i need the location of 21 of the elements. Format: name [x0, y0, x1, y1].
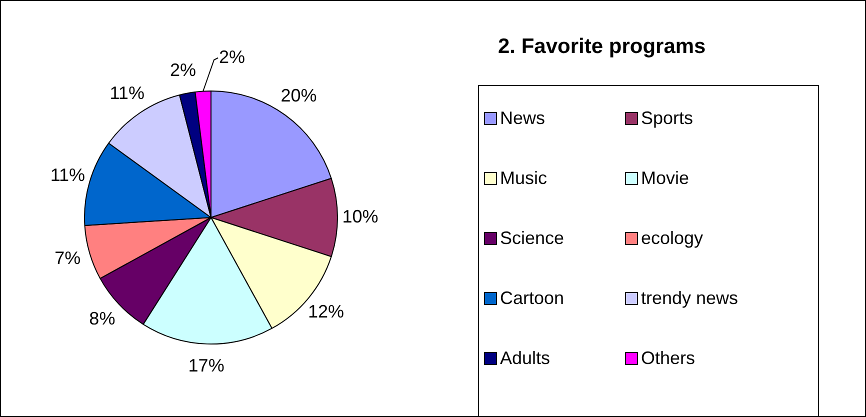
- chart-title: 2. Favorite programs: [498, 35, 706, 59]
- legend-label: ecology: [641, 228, 704, 249]
- legend-label: Cartoon: [500, 288, 564, 309]
- data-label: 11%: [110, 83, 144, 104]
- data-label: 10%: [342, 206, 378, 226]
- legend-label: Movie: [641, 168, 690, 189]
- legend-label: trendy news: [641, 288, 738, 309]
- legend-label: Adults: [500, 348, 550, 369]
- data-label: 2%: [219, 46, 246, 67]
- data-label: 17%: [188, 356, 224, 376]
- data-label: 7%: [54, 248, 81, 268]
- legend-label: Music: [500, 168, 548, 189]
- data-label: 2%: [170, 60, 196, 80]
- data-label: 11%: [50, 164, 86, 185]
- legend-label: News: [500, 108, 546, 129]
- legend-label: Others: [641, 348, 696, 369]
- data-label: 20%: [280, 86, 317, 106]
- legend-label: Sports: [641, 108, 694, 129]
- data-label: 8%: [89, 308, 116, 329]
- data-label: 12%: [308, 302, 344, 322]
- legend-label: Science: [500, 228, 564, 249]
